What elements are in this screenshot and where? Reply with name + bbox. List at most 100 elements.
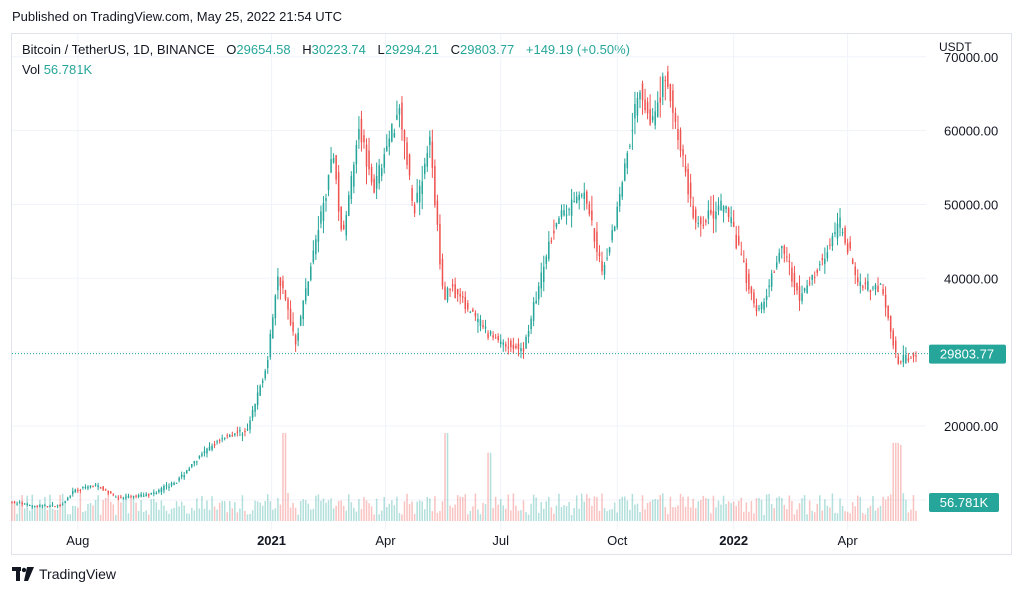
candle-body xyxy=(421,181,423,195)
chart-frame[interactable] xyxy=(11,33,1012,555)
volume-bar xyxy=(819,495,821,521)
candle-body xyxy=(16,503,18,505)
candle-body xyxy=(808,282,811,284)
candle-body xyxy=(479,319,482,326)
volume-bar xyxy=(644,509,646,521)
volume-bar xyxy=(580,493,583,521)
volume-bar xyxy=(629,509,631,521)
candle-body xyxy=(370,167,373,183)
candle-body xyxy=(859,281,862,287)
volume-bar xyxy=(340,500,342,521)
candle-body xyxy=(183,475,185,478)
volume-bar xyxy=(69,514,72,521)
volume-bar xyxy=(862,513,864,521)
candle-body xyxy=(603,264,606,275)
volume-bar xyxy=(553,513,555,521)
volume-bar xyxy=(431,511,434,521)
candle-body xyxy=(575,196,578,203)
candle-body xyxy=(624,163,626,181)
volume-bar xyxy=(147,514,150,521)
candle-body xyxy=(846,243,849,253)
volume-bar xyxy=(841,505,844,521)
volume-bar xyxy=(851,502,854,521)
volume-bar xyxy=(386,507,388,521)
volume-bar xyxy=(94,500,97,521)
volume-bar xyxy=(375,498,378,521)
candle-body xyxy=(127,495,130,498)
volume-bar xyxy=(575,495,578,521)
candle-body xyxy=(92,485,94,487)
volume-bar xyxy=(583,501,586,521)
candle-body xyxy=(588,204,591,215)
candle-body xyxy=(879,283,882,285)
volume-bar xyxy=(864,514,867,521)
volume-bar xyxy=(332,508,335,521)
candle-body xyxy=(360,118,363,143)
candle-body xyxy=(23,503,26,505)
candle-body xyxy=(654,111,656,126)
volume-bar xyxy=(461,497,464,521)
volume-bar xyxy=(563,505,565,521)
candle-body xyxy=(897,356,900,365)
volume-bar xyxy=(525,512,527,521)
candle-body xyxy=(408,154,411,176)
volume-bar xyxy=(266,494,269,521)
candle-body xyxy=(732,221,735,227)
volume-bar xyxy=(727,501,730,521)
candle-body xyxy=(350,175,353,200)
candle-body xyxy=(819,264,821,266)
volume-bar xyxy=(710,513,712,521)
volume-bar xyxy=(705,498,707,521)
volume-bar xyxy=(28,510,31,521)
volume-bar xyxy=(806,514,808,521)
candle-body xyxy=(64,501,66,503)
candle-body xyxy=(487,333,489,338)
volume-bar xyxy=(543,508,545,521)
volume-bar xyxy=(120,502,122,521)
candle-body xyxy=(482,325,484,327)
candle-body xyxy=(664,80,667,82)
candle-body xyxy=(710,209,712,214)
volume-bar xyxy=(760,499,763,521)
volume-bar xyxy=(854,506,856,521)
volume-bar xyxy=(413,513,416,521)
candle-body xyxy=(760,303,763,310)
volume-bar xyxy=(783,505,786,521)
volume-bar xyxy=(429,498,431,521)
candle-body xyxy=(598,252,601,257)
candle-body xyxy=(836,223,839,239)
candle-body xyxy=(613,226,616,232)
candle-body xyxy=(631,130,634,132)
candle-body xyxy=(717,205,720,211)
candle-body xyxy=(535,300,537,304)
candle-body xyxy=(160,488,163,493)
candle-body xyxy=(892,330,894,346)
volume-bar xyxy=(239,508,241,521)
volume-bar xyxy=(659,495,662,521)
candle-body xyxy=(851,259,854,265)
volume-bar xyxy=(499,499,502,521)
volume-bar xyxy=(781,497,783,521)
volume-bar xyxy=(355,511,358,521)
volume-bar xyxy=(520,510,522,521)
volume-bar xyxy=(451,507,454,521)
volume-bar xyxy=(889,494,892,521)
candle-body xyxy=(715,211,717,220)
candle-body xyxy=(492,335,494,338)
candle-body xyxy=(61,504,64,506)
volume-bar xyxy=(373,514,375,521)
volume-bar xyxy=(13,501,16,521)
volume-bar xyxy=(894,442,897,521)
candle-body xyxy=(773,271,775,273)
volume-bar xyxy=(82,512,84,521)
candle-body xyxy=(687,169,689,195)
volume-bar xyxy=(109,501,112,521)
candle-body xyxy=(646,101,649,114)
candle-body xyxy=(489,331,492,334)
candle-body xyxy=(246,429,249,431)
volume-bar xyxy=(467,514,469,521)
volume-bar xyxy=(213,506,216,521)
candle-body xyxy=(330,159,332,173)
volume-bar xyxy=(697,501,699,521)
